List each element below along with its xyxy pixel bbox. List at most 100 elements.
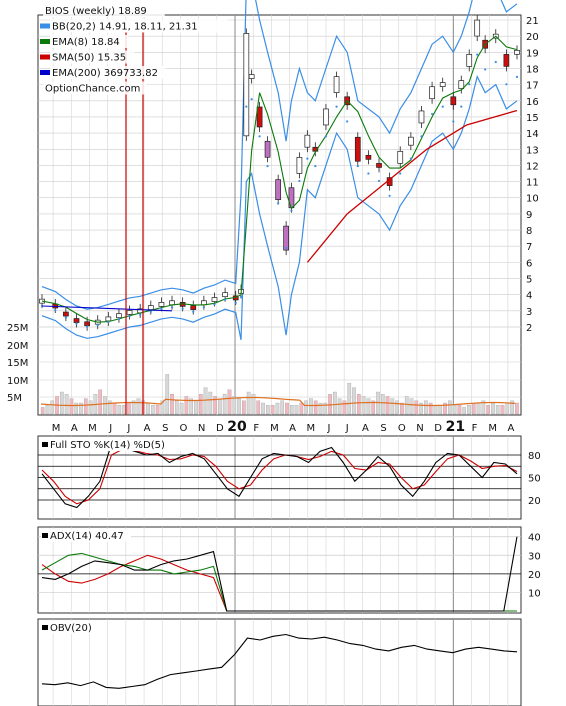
volume-bar (170, 394, 174, 415)
obv-panel: OBV(20) (41, 621, 518, 689)
stochastic-y-tick: 20 (528, 496, 541, 507)
volume-bar (505, 402, 510, 415)
candle-body (323, 108, 329, 126)
volume-bar (131, 400, 136, 415)
price-y-tick: 11 (526, 178, 539, 189)
volume-bar (371, 400, 376, 415)
psar-dot (170, 306, 174, 309)
legend-bg (50, 19, 228, 33)
candle-body (514, 49, 520, 55)
candle-body (354, 136, 361, 162)
x-axis-label: J (108, 423, 112, 434)
x-axis-label: M (52, 423, 61, 434)
legend-swatch (40, 70, 50, 75)
psar-dot (202, 306, 205, 309)
psar-dot (266, 164, 269, 168)
candle-body (116, 313, 122, 319)
candle-body (474, 19, 481, 37)
volume-bar (280, 400, 285, 415)
psar-dot (494, 60, 497, 64)
stochastic-panel: Full STO %K(14) %D(5) 80 50 20 (38, 438, 541, 509)
volume-bar (165, 374, 170, 415)
volume-bar (83, 398, 88, 415)
volume-bar (318, 402, 323, 415)
price-y-tick: 6 (526, 258, 532, 269)
volume-bar (261, 402, 265, 415)
volume-bar (309, 398, 313, 415)
volume-bar (424, 400, 428, 415)
candle-body (63, 311, 69, 317)
volume-bar (74, 402, 79, 415)
volume-bar (491, 402, 495, 415)
volume-average-line (40, 396, 516, 407)
psar-dot (505, 83, 508, 86)
volume-bar (400, 402, 404, 415)
volume-bar (443, 402, 447, 415)
volume-bar (79, 402, 83, 415)
candle-body (450, 96, 457, 106)
volume-bar (98, 389, 102, 415)
legend-entry: EMA(8) 18.84 (52, 37, 120, 48)
volume-bar (481, 400, 486, 415)
legend-bg (50, 50, 135, 64)
volume-bar (467, 405, 471, 415)
candle-body (222, 292, 228, 298)
volume-bar (328, 394, 332, 415)
psar-dot (377, 179, 381, 183)
volume-bar (208, 391, 213, 415)
x-axis-label: M (306, 423, 315, 434)
stochastic-y-tick: 80 (528, 451, 541, 462)
candle-body (408, 136, 414, 146)
volume-bar (64, 394, 69, 415)
psar-dot (54, 309, 57, 312)
psar-dot (239, 295, 243, 298)
adx-title-bg (41, 529, 131, 542)
legend-entry: EMA(200) 369733.82 (52, 68, 158, 79)
volume-bar (304, 400, 308, 415)
candle-body (73, 318, 80, 323)
candle-body (376, 163, 382, 168)
volume-bar (313, 400, 318, 415)
candle-body (84, 321, 90, 327)
volume-bar (40, 407, 45, 415)
psar-dot (64, 316, 67, 319)
psar-dot (399, 172, 402, 175)
price-y-tick: 12 (526, 161, 539, 172)
volume-bar (203, 387, 208, 415)
volume-bar (237, 398, 241, 415)
psar-dot (367, 172, 370, 175)
volume-bar (88, 400, 93, 415)
psar-dot (149, 310, 152, 313)
x-axis-label: N (198, 423, 205, 434)
candle-body (296, 157, 303, 174)
psar-dot (409, 157, 412, 160)
price-y-tick: 5 (526, 275, 532, 286)
volume-bar (136, 398, 141, 415)
volume-bar (242, 400, 246, 415)
volume-bar (50, 400, 55, 415)
volume-bar (447, 400, 452, 415)
candle-body (466, 54, 473, 67)
price-y-tick: 4 (526, 291, 532, 302)
price-y-tick: 8 (526, 226, 532, 237)
psar-dot (245, 105, 248, 108)
stochastic-title: Full STO %K(14) %D(5) (50, 440, 165, 451)
x-axis-label: F (472, 423, 478, 434)
volume-bar (409, 398, 414, 415)
candle-body (304, 134, 311, 148)
psar-dot (224, 298, 227, 301)
stochastic-y-tick: 50 (528, 474, 541, 485)
price-y-tick: 20 (526, 32, 539, 43)
x-axis-label: M (270, 423, 279, 434)
ema8-line (41, 35, 518, 323)
psar-dot (277, 202, 280, 205)
psar-dot (234, 301, 237, 304)
volume-bar (462, 407, 467, 415)
event-lines (125, 32, 144, 415)
volume-bar (285, 402, 289, 415)
psar-dot (258, 135, 261, 138)
psar-dot (290, 209, 293, 212)
volume-bar (323, 402, 328, 415)
volume-bar (476, 402, 481, 415)
candle-body (256, 106, 263, 128)
